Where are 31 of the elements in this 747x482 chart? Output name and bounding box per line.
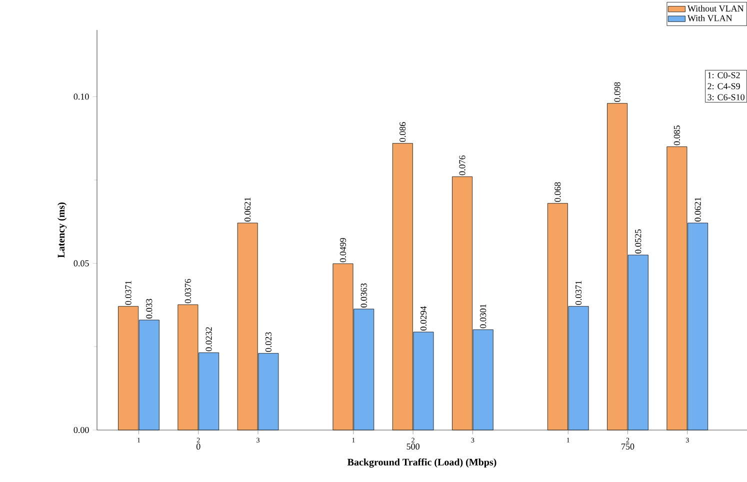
data-label: 0.085 (674, 126, 680, 146)
y-tick-label: 0.05 (74, 260, 89, 266)
data-label: 0.0621 (244, 198, 251, 222)
annotation: 1: C0-S2 (708, 72, 740, 78)
legend-label: Without VLAN (687, 5, 744, 12)
data-label: 0.023 (265, 332, 272, 352)
text: 750 (622, 444, 634, 450)
data-label: 0.033 (146, 298, 152, 318)
data-label: 0.0499 (340, 238, 346, 262)
data-label: 0.086 (400, 122, 406, 142)
data-label: 0.076 (459, 155, 466, 176)
data-label: 0.068 (554, 182, 561, 202)
data-label: 0.0525 (635, 229, 642, 254)
y-axis-title: Latency (ms) (57, 202, 67, 258)
data-label: 0.0621 (694, 198, 701, 222)
text: 500 (406, 444, 420, 450)
data-label: 0.098 (614, 82, 620, 102)
data-label: 0.0371 (125, 280, 132, 305)
data-label: 0.0376 (184, 278, 191, 304)
text: 0 (196, 444, 200, 450)
data-label: 0.0363 (360, 283, 367, 308)
data-label: 0.0371 (575, 280, 582, 305)
annotation: 2: C4-S9 (708, 83, 740, 90)
legend-label: With VLAN (687, 14, 732, 22)
y-tick-label: 0.10 (74, 94, 89, 100)
data-label: 0.0301 (480, 304, 486, 328)
y-tick-label: 0.00 (74, 426, 89, 434)
data-label: 0.0294 (420, 306, 427, 330)
data-label: 0.0232 (206, 327, 212, 352)
annotation: 3: C6-S10 (708, 94, 744, 100)
x-axis-title: Background Traffic (Load) (Mbps) (347, 458, 496, 468)
